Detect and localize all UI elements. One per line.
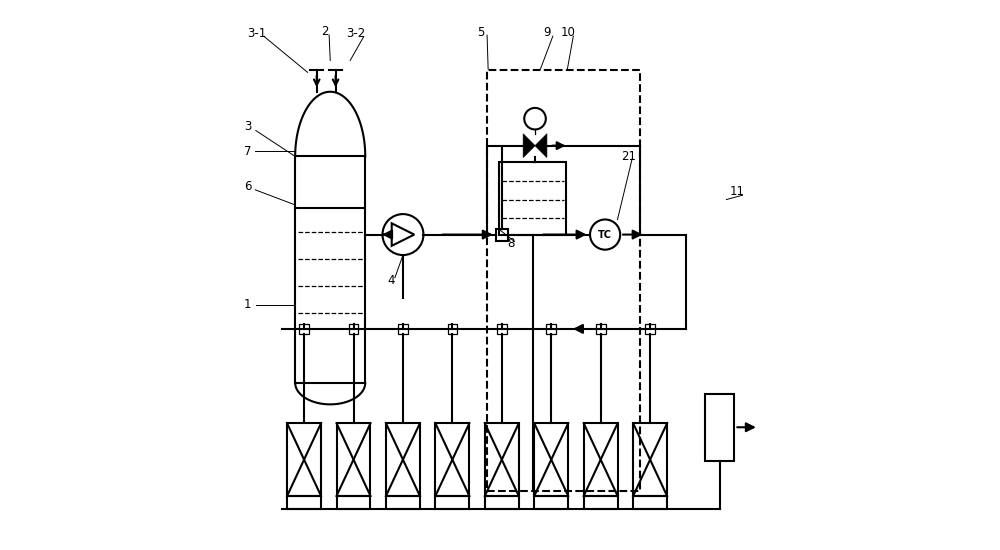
Polygon shape xyxy=(523,134,535,157)
Bar xyxy=(499,162,566,235)
Bar xyxy=(386,496,420,509)
Bar xyxy=(435,424,469,496)
Bar xyxy=(584,424,618,496)
Text: 2: 2 xyxy=(321,25,329,38)
Bar xyxy=(287,496,321,509)
Text: 7: 7 xyxy=(244,145,251,157)
Polygon shape xyxy=(535,134,547,157)
Bar xyxy=(295,156,365,383)
Bar xyxy=(633,496,667,509)
Bar xyxy=(633,424,667,496)
Bar xyxy=(496,229,508,240)
Text: 3: 3 xyxy=(244,120,251,133)
Bar xyxy=(596,324,606,334)
Bar xyxy=(487,70,640,491)
Bar xyxy=(584,496,618,509)
Text: 21: 21 xyxy=(621,150,636,163)
Text: 3-1: 3-1 xyxy=(247,27,266,40)
Bar xyxy=(546,324,556,334)
Text: 1: 1 xyxy=(244,298,251,311)
Bar xyxy=(435,496,469,509)
Bar xyxy=(299,324,309,334)
Text: 6: 6 xyxy=(244,179,251,192)
Text: TC: TC xyxy=(598,229,612,240)
Text: 9: 9 xyxy=(543,26,551,39)
Text: 5: 5 xyxy=(477,26,484,39)
Text: 3-2: 3-2 xyxy=(346,27,365,40)
Bar xyxy=(287,424,321,496)
Bar xyxy=(337,424,370,496)
Text: 4: 4 xyxy=(387,274,395,287)
Bar xyxy=(485,424,519,496)
Text: 8: 8 xyxy=(507,237,514,250)
Bar xyxy=(705,394,734,461)
Bar xyxy=(485,496,519,509)
Bar xyxy=(448,324,457,334)
Bar xyxy=(645,324,655,334)
Bar xyxy=(534,496,568,509)
Bar xyxy=(497,324,507,334)
Bar xyxy=(398,324,408,334)
Bar xyxy=(386,424,420,496)
Bar xyxy=(349,324,358,334)
Bar xyxy=(337,496,370,509)
Text: 10: 10 xyxy=(561,26,576,39)
Bar xyxy=(534,424,568,496)
Text: 11: 11 xyxy=(730,185,745,198)
